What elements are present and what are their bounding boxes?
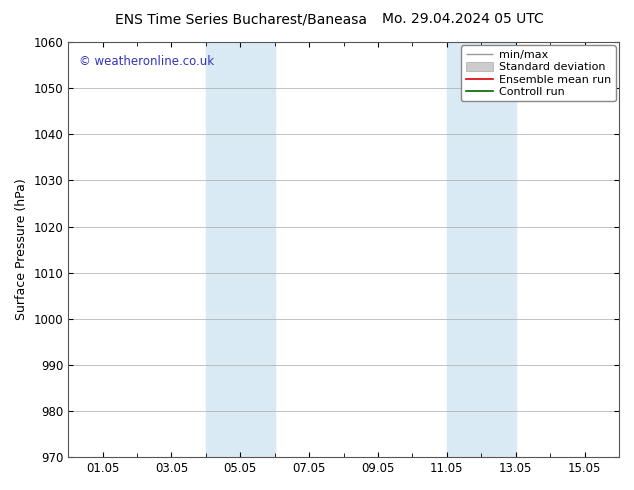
Text: ENS Time Series Bucharest/Baneasa: ENS Time Series Bucharest/Baneasa bbox=[115, 12, 367, 26]
Text: © weatheronline.co.uk: © weatheronline.co.uk bbox=[79, 54, 214, 68]
Y-axis label: Surface Pressure (hPa): Surface Pressure (hPa) bbox=[15, 179, 28, 320]
Legend: min/max, Standard deviation, Ensemble mean run, Controll run: min/max, Standard deviation, Ensemble me… bbox=[461, 46, 616, 101]
Text: Mo. 29.04.2024 05 UTC: Mo. 29.04.2024 05 UTC bbox=[382, 12, 544, 26]
Bar bbox=[447, 42, 515, 457]
Bar bbox=[206, 42, 275, 457]
